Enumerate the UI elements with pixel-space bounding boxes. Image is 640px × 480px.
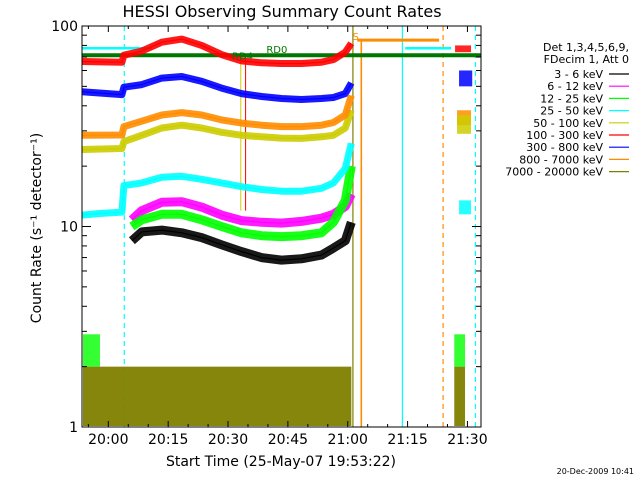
series-line-0 <box>128 220 356 265</box>
series-line-6 <box>81 73 355 103</box>
y-axis-label: Count Rate (s⁻¹ detector⁻¹) <box>29 133 45 323</box>
background-band <box>83 366 352 426</box>
y-tick-label: 10 <box>60 220 78 236</box>
legend-header-line-1: Det 1,3,4,5,6,9, <box>543 41 629 54</box>
legend-entry-label: 6 - 12 keV <box>547 80 603 93</box>
axis-ticks: 20:00 20:15 20:30 20:45 21:00 21:15 21:30 1 10 10… <box>51 19 487 448</box>
x-tick-label: 20:45 <box>268 432 308 448</box>
annotation-label: RD0 <box>266 45 287 56</box>
x-tick-label: 21:15 <box>387 432 427 448</box>
post-saa-fragment <box>455 45 472 53</box>
green-spike-band <box>83 334 100 367</box>
chart-title: HESSI Observing Summary Count Rates <box>122 2 441 21</box>
legend-entry-label: 800 - 7000 keV <box>519 153 603 166</box>
series-layer <box>81 35 356 265</box>
series-line-edge-4 <box>81 110 352 151</box>
post-saa-fragment <box>459 200 472 215</box>
plot-area <box>82 26 481 427</box>
x-tick-label: 21:00 <box>328 432 368 448</box>
legend-entry-label: 3 - 6 keV <box>554 68 603 81</box>
annotation-layer: RD4 RD0 S <box>232 32 359 62</box>
annotation-label: RD4 <box>232 52 253 63</box>
series-line-edge-1 <box>131 193 352 224</box>
x-tick-label: 20:15 <box>148 432 188 448</box>
y-tick-label: 100 <box>51 19 78 35</box>
legend-entry-label: 7000 - 20000 keV <box>505 166 603 179</box>
legend-entry-label: 100 - 300 keV <box>526 129 603 142</box>
timestamp: 20-Dec-2009 10:41 <box>557 467 634 476</box>
series-line-edge-3 <box>81 143 352 216</box>
legend-entry-label: 12 - 25 keV <box>540 92 603 105</box>
background-band <box>454 366 466 426</box>
legend-entry-label: 25 - 50 keV <box>540 105 603 118</box>
post-saa-fragment <box>457 114 472 134</box>
x-axis-label: Start Time (25-May-07 19:53:22) <box>166 454 396 470</box>
series-line-edge-7 <box>81 95 352 136</box>
series-line-edge-6 <box>81 75 352 101</box>
y-tick-label: 1 <box>69 420 78 436</box>
series-line-edge-0 <box>131 222 352 261</box>
legend-header-line-2: FDecim 1, Att 0 <box>544 53 629 66</box>
post-saa-fragment <box>459 70 473 87</box>
green-spike-band <box>454 334 466 367</box>
series-line-edge-5 <box>81 38 352 65</box>
legend-entry-label: 50 - 100 keV <box>533 117 603 130</box>
x-tick-label: 20:00 <box>88 432 128 448</box>
annotation-label: S <box>353 32 359 43</box>
series-line-edge-2 <box>131 165 352 238</box>
x-tick-label: 21:30 <box>447 432 487 448</box>
legend-entry-label: 300 - 800 keV <box>526 141 603 154</box>
x-tick-label: 20:30 <box>208 432 248 448</box>
